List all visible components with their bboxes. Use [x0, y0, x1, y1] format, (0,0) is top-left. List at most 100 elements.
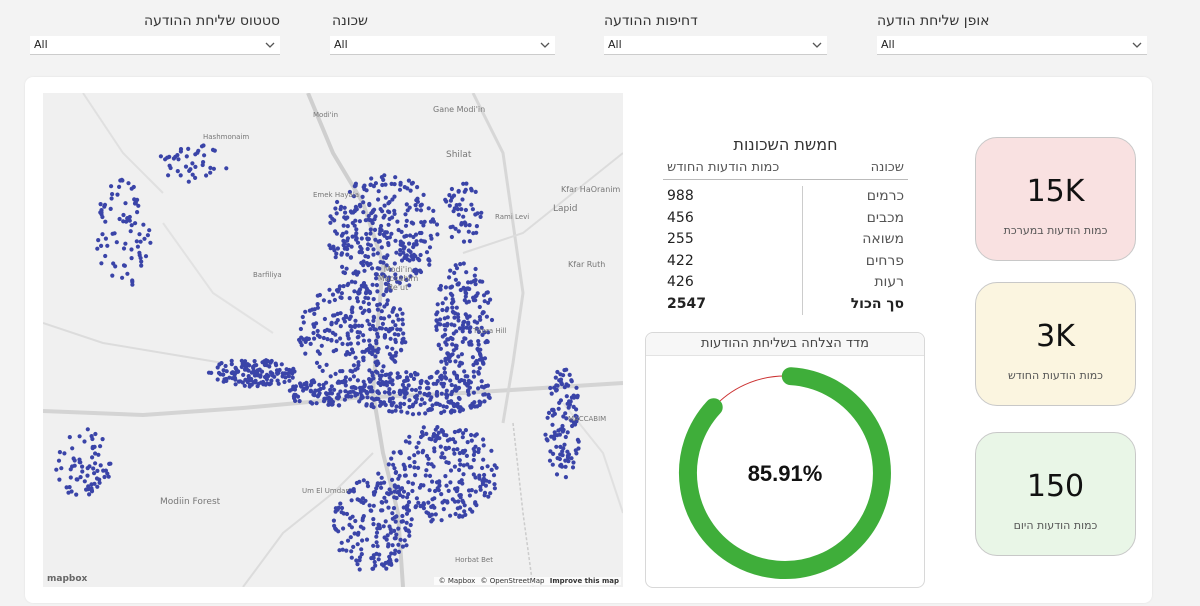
map-dot[interactable]: [359, 547, 364, 552]
map-dot[interactable]: [125, 271, 130, 276]
map-dot[interactable]: [564, 394, 569, 399]
map-dot[interactable]: [407, 464, 413, 469]
map-dot[interactable]: [355, 562, 360, 567]
map-dot[interactable]: [439, 359, 444, 364]
map-dot[interactable]: [444, 392, 449, 397]
map-dot[interactable]: [413, 203, 418, 208]
map-dot[interactable]: [70, 446, 75, 451]
map-dot[interactable]: [460, 481, 465, 486]
map-dot[interactable]: [548, 385, 553, 391]
map-dot[interactable]: [357, 555, 363, 560]
map-dot[interactable]: [175, 169, 180, 174]
map-dot[interactable]: [412, 460, 417, 465]
map-dot[interactable]: [388, 371, 393, 376]
map-dot[interactable]: [397, 280, 402, 286]
map-dot[interactable]: [472, 400, 477, 405]
map-dot[interactable]: [404, 277, 409, 282]
map-dot[interactable]: [233, 382, 238, 387]
map-dot[interactable]: [473, 444, 478, 449]
map-dot[interactable]: [334, 339, 339, 344]
map-dot[interactable]: [567, 402, 573, 407]
map-dot[interactable]: [361, 355, 366, 360]
map-dot[interactable]: [467, 385, 472, 390]
map-dot[interactable]: [178, 149, 183, 154]
map-dot[interactable]: [355, 299, 360, 304]
map-dot[interactable]: [558, 427, 563, 432]
map-dot[interactable]: [328, 214, 333, 219]
map-dot[interactable]: [462, 189, 467, 194]
map-dot[interactable]: [389, 551, 394, 556]
map-dot[interactable]: [301, 320, 306, 325]
map-dot[interactable]: [351, 194, 357, 199]
map-dot[interactable]: [206, 370, 212, 375]
map-dot[interactable]: [563, 411, 568, 416]
map-dot[interactable]: [331, 244, 336, 249]
map-dot[interactable]: [309, 379, 314, 384]
map-dot[interactable]: [95, 484, 100, 489]
map-dot[interactable]: [433, 512, 438, 517]
map-dot[interactable]: [254, 373, 259, 378]
map-dot[interactable]: [457, 458, 462, 463]
map-dot[interactable]: [304, 382, 309, 387]
map-dot[interactable]: [452, 451, 457, 456]
map-dot[interactable]: [455, 447, 460, 452]
map-dot[interactable]: [353, 218, 358, 223]
map-dot[interactable]: [373, 563, 378, 568]
map-dot[interactable]: [381, 292, 386, 297]
map-dot[interactable]: [565, 455, 571, 460]
map-dot[interactable]: [383, 560, 388, 566]
map-dot[interactable]: [340, 341, 345, 346]
map-dot[interactable]: [569, 456, 574, 461]
map-dot[interactable]: [349, 555, 354, 560]
map-dot[interactable]: [480, 481, 485, 486]
map-dot[interactable]: [450, 352, 455, 357]
map-dot[interactable]: [57, 450, 62, 455]
map-dot[interactable]: [412, 465, 417, 470]
map-dot[interactable]: [485, 339, 490, 344]
map-dot[interactable]: [333, 206, 338, 211]
map-dot[interactable]: [362, 268, 367, 273]
map-dot[interactable]: [482, 330, 487, 335]
map-dot[interactable]: [413, 388, 418, 393]
map-dot[interactable]: [399, 229, 404, 234]
map-dot[interactable]: [394, 313, 400, 318]
map-dot[interactable]: [411, 376, 417, 381]
map-dot[interactable]: [393, 175, 398, 180]
map-dot[interactable]: [384, 302, 389, 307]
map-dot[interactable]: [467, 329, 472, 334]
map-dot[interactable]: [392, 211, 397, 216]
map-dot[interactable]: [562, 385, 567, 390]
map-dot[interactable]: [103, 236, 108, 241]
map-dot[interactable]: [385, 491, 390, 496]
map-dot[interactable]: [402, 538, 407, 543]
map-dot[interactable]: [492, 482, 497, 487]
map-dot[interactable]: [107, 461, 112, 466]
map-dot[interactable]: [283, 375, 288, 380]
map-dot[interactable]: [379, 508, 384, 513]
map-dot[interactable]: [233, 377, 238, 382]
map-dot[interactable]: [383, 402, 388, 408]
map-dot[interactable]: [382, 203, 387, 208]
map-dot[interactable]: [415, 372, 420, 377]
map-dot[interactable]: [340, 231, 345, 236]
map-dot[interactable]: [427, 375, 432, 380]
map-dot[interactable]: [259, 369, 265, 374]
map-dot[interactable]: [364, 289, 369, 294]
map-dot[interactable]: [382, 495, 387, 500]
map-dot[interactable]: [329, 397, 334, 402]
map-dot[interactable]: [406, 178, 411, 183]
map-dot[interactable]: [553, 375, 558, 380]
map-dot[interactable]: [453, 384, 458, 389]
map-dot[interactable]: [398, 239, 403, 244]
map-dot[interactable]: [477, 399, 482, 404]
map-dot[interactable]: [357, 567, 362, 572]
map-dot[interactable]: [405, 378, 410, 383]
map-dot[interactable]: [390, 326, 395, 331]
map-dot[interactable]: [448, 468, 454, 473]
map-dot[interactable]: [486, 392, 491, 397]
map-dot[interactable]: [434, 370, 439, 375]
map-dot[interactable]: [458, 405, 463, 410]
map-dot[interactable]: [368, 261, 373, 266]
map-dot[interactable]: [311, 330, 316, 336]
map-dot[interactable]: [439, 410, 444, 415]
